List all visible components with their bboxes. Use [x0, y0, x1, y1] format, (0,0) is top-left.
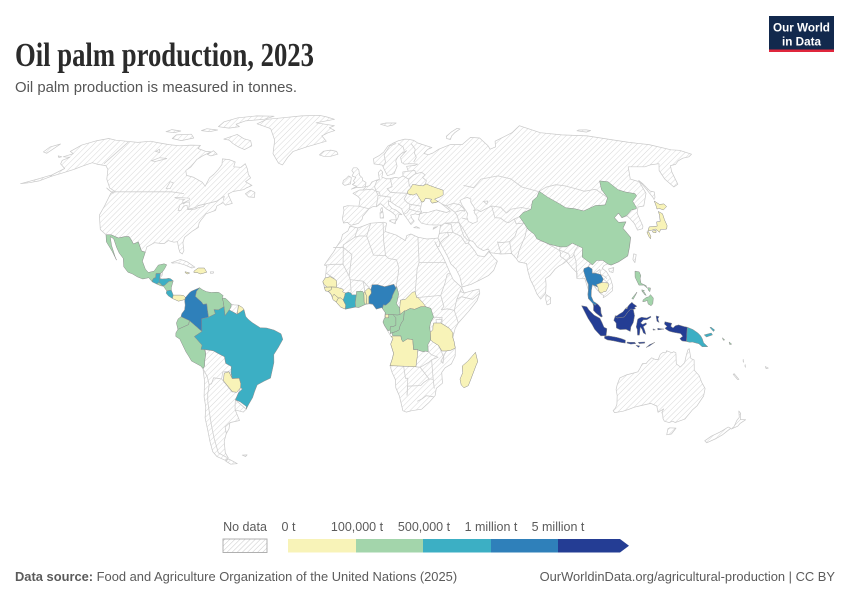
- svg-text:Oil palm production is measure: Oil palm production is measured in tonne…: [15, 79, 297, 96]
- svg-text:OurWorldinData.org/agricultura: OurWorldinData.org/agricultural-producti…: [540, 569, 836, 584]
- svg-text:100,000 t: 100,000 t: [331, 520, 384, 534]
- svg-text:1 million t: 1 million t: [465, 520, 518, 534]
- svg-text:No data: No data: [223, 520, 267, 534]
- svg-text:5 million t: 5 million t: [532, 520, 585, 534]
- svg-text:in Data: in Data: [782, 36, 821, 49]
- svg-text:500,000 t: 500,000 t: [398, 520, 451, 534]
- svg-text:Data source: Food and Agricult: Data source: Food and Agriculture Organi…: [15, 569, 457, 584]
- svg-text:0 t: 0 t: [282, 520, 296, 534]
- svg-text:Our World: Our World: [773, 22, 830, 35]
- svg-text:Oil palm production, 2023: Oil palm production, 2023: [15, 37, 314, 74]
